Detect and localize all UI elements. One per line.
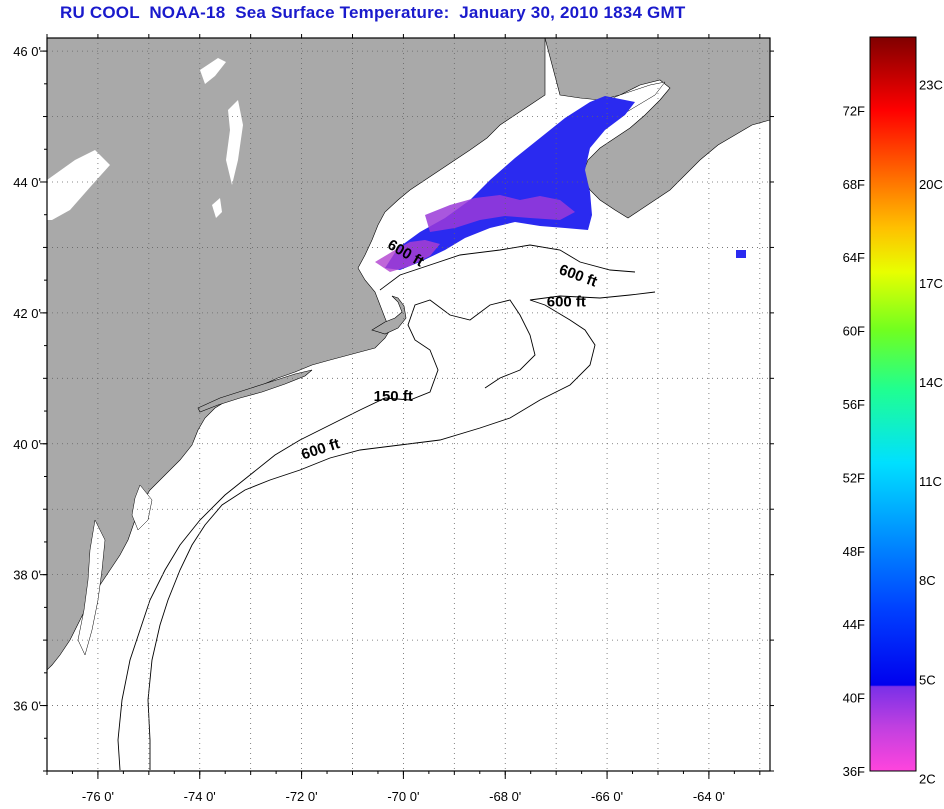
colorbar-f-label: 56F xyxy=(843,397,865,412)
colorbar-f-label: 40F xyxy=(843,691,865,706)
lat-tick-label: 46 0' xyxy=(13,44,41,59)
colorbar-f-label: 44F xyxy=(843,617,865,632)
colorbar-c-label: 8C xyxy=(919,573,936,588)
lat-tick-label: 42 0' xyxy=(13,306,41,321)
contour-150ft xyxy=(117,299,536,771)
contour-600ft xyxy=(147,291,656,770)
lake xyxy=(212,198,222,218)
lon-tick-label: -76 0' xyxy=(82,789,114,804)
map-title: RU COOL NOAA-18 Sea Surface Temperature:… xyxy=(60,3,686,22)
colorbar-f-label: 48F xyxy=(843,544,865,559)
bathymetry-contours xyxy=(117,244,656,771)
axis-ticks: 46 0' 44 0' 42 0' 40 0' 38 0' 36 0' -76 0' -74 … xyxy=(13,34,774,804)
lat-tick-label: 36 0' xyxy=(13,699,41,714)
colorbar-c-label: 5C xyxy=(919,672,936,687)
colorbar xyxy=(869,36,917,772)
lake xyxy=(47,150,110,220)
lon-tick-label: -74 0' xyxy=(184,789,216,804)
map-frame xyxy=(46,37,771,772)
lat-tick-label: 38 0' xyxy=(13,568,41,583)
sst-swath-purple xyxy=(375,240,440,272)
colorbar-c-label: 17C xyxy=(919,276,943,291)
sst-patch xyxy=(736,250,746,258)
colorbar-f-label: 72F xyxy=(843,103,865,118)
colorbar-f-label: 52F xyxy=(843,470,865,485)
lake xyxy=(226,100,243,185)
lon-tick-label: -66 0' xyxy=(591,789,623,804)
colorbar-f-label: 36F xyxy=(843,764,865,779)
lon-tick-label: -70 0' xyxy=(387,789,419,804)
sst-swath-purple xyxy=(425,195,575,232)
contour-gulf-of-maine xyxy=(379,244,636,291)
colorbar-c-label: 14C xyxy=(919,375,943,390)
colorbar-c-label: 23C xyxy=(919,78,943,93)
lon-tick-label: -72 0' xyxy=(286,789,318,804)
land-us-mainland xyxy=(47,38,546,671)
lat-tick-label: 40 0' xyxy=(13,437,41,452)
colorbar-c-label: 2C xyxy=(919,771,936,786)
lake xyxy=(200,58,226,84)
contour-label: 150 ft xyxy=(374,388,413,405)
colorbar-f-label: 68F xyxy=(843,177,865,192)
lon-tick-label: -68 0' xyxy=(489,789,521,804)
colorbar-f-label: 60F xyxy=(843,324,865,339)
lon-tick-label: -64 0' xyxy=(693,789,725,804)
delaware-bay xyxy=(131,484,153,531)
colorbar-c-label: 11C xyxy=(919,474,942,489)
contour-label: 600 ft xyxy=(547,293,586,310)
land-long-island xyxy=(197,369,313,413)
lat-tick-label: 44 0' xyxy=(13,175,41,190)
land-cape-cod xyxy=(371,295,407,335)
colorbar-c-label: 20C xyxy=(919,177,943,192)
colorbar-f-label: 64F xyxy=(843,250,865,265)
colorbar-labels: 72F 68F 64F 60F 56F 52F 48F 44F 40F 36F 23C 20C 17C 1… xyxy=(843,78,943,787)
